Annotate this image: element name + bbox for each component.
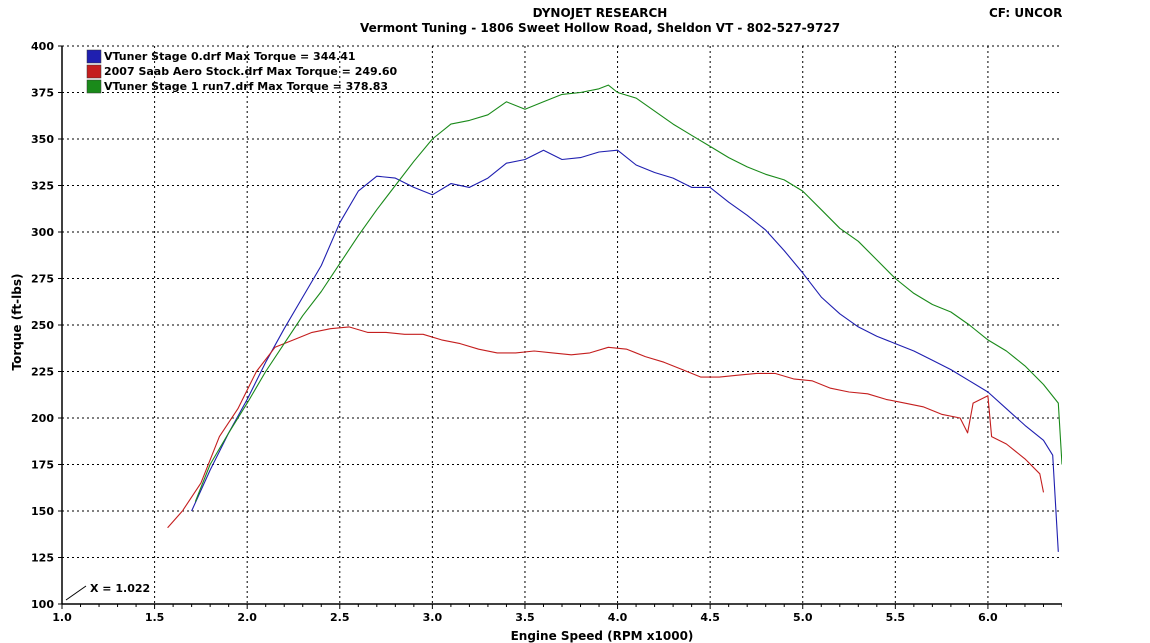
x-tick-label: 3.0 xyxy=(423,611,443,624)
x-tick-label: 1.0 xyxy=(52,611,72,624)
legend-swatch-2 xyxy=(86,64,102,79)
y-tick-label: 275 xyxy=(31,273,54,286)
x-tick-label: 3.5 xyxy=(515,611,535,624)
x-tick-label: 4.0 xyxy=(608,611,628,624)
y-tick-label: 175 xyxy=(31,459,54,472)
y-tick-label: 200 xyxy=(31,412,54,425)
y-tick-label: 300 xyxy=(31,226,54,239)
x-axis-label: Engine Speed (RPM x1000) xyxy=(511,629,694,643)
y-tick-label: 400 xyxy=(31,40,54,53)
chart-title: DYNOJET RESEARCH xyxy=(532,6,668,20)
y-tick-label: 225 xyxy=(31,366,54,379)
cursor-readout: X = 1.022 xyxy=(90,582,150,595)
y-tick-label: 100 xyxy=(31,598,54,611)
x-tick-label: 5.5 xyxy=(886,611,906,624)
y-tick-label: 325 xyxy=(31,180,54,193)
x-tick-label: 2.5 xyxy=(330,611,350,624)
x-tick-label: 1.5 xyxy=(145,611,165,624)
chart-header: DYNOJET RESEARCH Vermont Tuning - 1806 S… xyxy=(0,0,1062,44)
chart-subtitle: Vermont Tuning - 1806 Sweet Hollow Road,… xyxy=(359,21,841,35)
x-tick-label: 2.0 xyxy=(237,611,257,624)
y-tick-label: 350 xyxy=(31,133,54,146)
correction-factor: CF: UNCORR xyxy=(989,6,1062,20)
y-tick-label: 250 xyxy=(31,319,54,332)
legend-entry-3: VTuner Stage 1 run7.drf Max Torque = 378… xyxy=(104,80,388,93)
legend-swatch-3 xyxy=(86,79,102,94)
y-tick-label: 375 xyxy=(31,87,54,100)
series-line-3 xyxy=(194,84,1063,502)
right-margin xyxy=(1062,0,1150,643)
x-tick-label: 5.0 xyxy=(793,611,813,624)
series-line-2 xyxy=(167,326,1045,529)
legend-swatch-1 xyxy=(86,49,102,64)
legend-entry-1: VTuner Stage 0.drf Max Torque = 344.41 xyxy=(104,50,356,63)
y-tick-label: 150 xyxy=(31,505,54,518)
x-tick-label: 6.0 xyxy=(978,611,998,624)
series-line-1 xyxy=(191,149,1059,552)
y-axis-label: Torque (ft-lbs) xyxy=(10,274,24,371)
y-tick-label: 125 xyxy=(31,552,54,565)
cursor-pointer-line xyxy=(65,585,87,601)
legend-entry-2: 2007 Saab Aero Stock.drf Max Torque = 24… xyxy=(104,65,398,78)
x-tick-label: 4.5 xyxy=(700,611,720,624)
